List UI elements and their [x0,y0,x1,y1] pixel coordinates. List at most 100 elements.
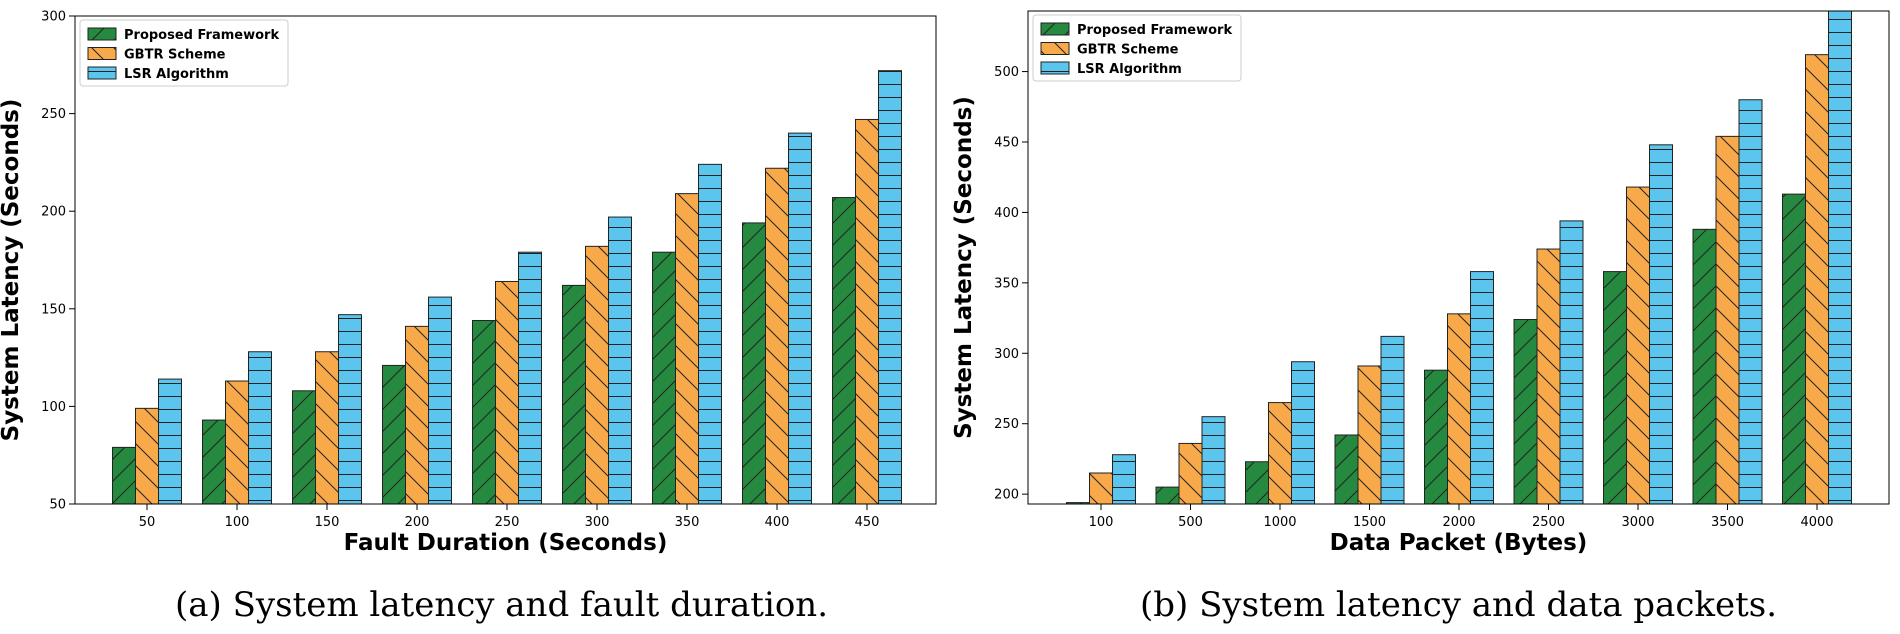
chart-b-x-tick-label-100: 100 [1089,515,1114,530]
chart-a-x-tick-label-200: 200 [405,515,430,530]
chart-a-y-tick-label-300: 300 [41,10,66,25]
chart-b-bar-gbtr-scheme-3000-hatch [1626,186,1650,505]
chart-b-x-tick-label-2500: 2500 [1532,515,1565,530]
chart-b-legend-gbtr-scheme-swatch-hatch [1040,42,1070,55]
chart-a-plot-frame [74,15,937,505]
chart-b-bar-lsr-algorithm-1000-hatch [1291,361,1315,505]
chart-a-x-tick-label-300: 300 [585,515,610,530]
chart-b-bar-lsr-algorithm-3000-hatch [1649,144,1673,505]
chart-b-bar-lsr-algorithm-100-hatch [1112,454,1136,505]
chart-b-x-tick-label-3500: 3500 [1711,515,1744,530]
chart-a-legend-lsr-algorithm-swatch-hatch [87,66,117,80]
chart-b-y-ticks: 200 250 300 350 400 450 500 [994,65,1028,503]
chart-b-bar-lsr-algorithm-3500-hatch [1738,99,1763,505]
chart-a-bar-gbtr-scheme-50-hatch [135,407,159,505]
chart-b-bar-proposed-framework-2000-hatch [1424,369,1448,505]
chart-a-bar-lsr-algorithm-400-hatch [788,132,812,505]
chart-a-bar-proposed-framework-300-hatch [562,284,586,505]
chart-b-plot-frame [1027,10,1890,505]
chart-a-x-ticks: 50 100 150 200 250 300 350 400 450 [139,504,880,530]
figure: 50 100 150 200 250 300 50 100 150 200 250 300 350 40… [0,10,1890,556]
chart-b-y-tick-label-250: 250 [994,417,1019,432]
chart-b-bar-gbtr-scheme-2500-hatch [1536,248,1561,505]
chart-a-bar-lsr-algorithm-250-hatch [518,251,542,505]
caption-b: (b) System latency and data packets. [1140,585,1778,625]
chart-a-bar-gbtr-scheme-250-hatch [495,280,519,505]
chart-a-legend-box [79,19,289,87]
chart-b-bar-gbtr-scheme-4000-hatch [1805,54,1829,505]
chart-a-y-tick-label-50: 50 [49,498,66,513]
chart-a-x-tick-label-450: 450 [855,515,880,530]
chart-a-bar-proposed-framework-100-hatch [202,419,226,505]
chart-b-x-tick-label-3000: 3000 [1621,515,1654,530]
chart-b-legend-gbtr-scheme-label: GBTR Scheme [1077,43,1179,58]
chart-a-bar-lsr-algorithm-150-hatch [338,314,362,505]
chart-a-x-tick-label-250: 250 [495,515,520,530]
chart-a-bar-gbtr-scheme-400-hatch [765,167,789,505]
chart-a-legend-gbtr-scheme-swatch-hatch [87,47,117,60]
chart-b-bar-gbtr-scheme-100-hatch [1089,472,1113,505]
chart-a-legend-gbtr-scheme-label: GBTR Scheme [124,48,226,63]
chart-b-x-tick-label-2000: 2000 [1442,515,1475,530]
chart-a-bar-lsr-algorithm-450-hatch [878,70,902,505]
chart-a-x-axis-title: Fault Duration (Seconds) [344,530,668,556]
chart-b-legend-proposed-framework-swatch-hatch [1040,22,1070,36]
chart-b-bar-gbtr-scheme-3500-hatch [1715,135,1740,505]
chart-a-bar-lsr-algorithm-50-hatch [158,378,182,505]
chart-a-latency-vs-fault-duration: 50 100 150 200 250 300 50 100 150 200 250 300 350 40… [0,10,937,556]
chart-b-x-tick-label-1000: 1000 [1263,515,1296,530]
chart-a-bars [112,70,902,505]
chart-b-y-tick-label-400: 400 [994,206,1019,221]
chart-a-x-tick-label-100: 100 [225,515,250,530]
chart-b-bar-gbtr-scheme-1500-hatch [1357,365,1382,505]
chart-b-legend: Proposed Framework GBTR Scheme LSR Algorit… [1032,14,1242,82]
chart-b-bar-proposed-framework-500-hatch [1155,486,1180,505]
chart-a-y-axis-title: System Latency (Seconds) [0,99,24,442]
chart-b-bar-lsr-algorithm-2000-hatch [1470,271,1494,505]
chart-a-bar-lsr-algorithm-100-hatch [248,351,272,505]
chart-b-bar-proposed-framework-4000-hatch [1782,193,1806,505]
chart-a-bar-lsr-algorithm-200-hatch [428,296,452,505]
chart-a-bar-gbtr-scheme-450-hatch [855,118,879,505]
chart-a-bar-lsr-algorithm-300-hatch [608,216,632,505]
chart-b-bar-proposed-framework-1000-hatch [1245,461,1269,505]
chart-a-x-tick-label-350: 350 [675,515,700,530]
chart-b-bar-lsr-algorithm-500-hatch [1201,416,1226,505]
chart-a-bar-proposed-framework-200-hatch [382,364,406,505]
chart-b-legend-box [1032,14,1242,82]
chart-a-legend-proposed-framework-swatch-hatch [87,27,117,41]
chart-b-y-tick-label-350: 350 [994,276,1019,291]
chart-b-legend-proposed-framework-label: Proposed Framework [1077,23,1232,38]
chart-a-bar-gbtr-scheme-100-hatch [225,380,249,505]
chart-a-y-tick-label-150: 150 [41,302,66,317]
chart-b-y-tick-label-500: 500 [994,65,1019,80]
chart-b-x-tick-label-1500: 1500 [1353,515,1386,530]
chart-b-bar-proposed-framework-2500-hatch [1513,318,1538,505]
chart-b-bar-lsr-algorithm-4000-hatch [1828,10,1852,505]
chart-b-x-ticks: 100 500 1000 1500 2000 2500 3000 3500 4000 [1089,504,1834,530]
chart-b-latency-vs-data-packet: 200 250 300 350 400 450 500 100 500 1000 1500 2000… [951,10,1890,556]
chart-a-legend-proposed-framework-label: Proposed Framework [124,28,279,43]
chart-a-legend: Proposed Framework GBTR Scheme LSR Algorit… [79,19,289,87]
chart-a-bar-gbtr-scheme-150-hatch [315,351,339,505]
chart-a-bar-gbtr-scheme-200-hatch [405,325,429,505]
chart-a-bar-proposed-framework-250-hatch [472,320,496,505]
chart-a-y-tick-label-100: 100 [41,400,66,415]
chart-a-bar-proposed-framework-350-hatch [652,251,676,505]
chart-b-bar-proposed-framework-3500-hatch [1692,228,1717,505]
chart-b-bars [1066,10,1852,505]
chart-b-bar-gbtr-scheme-500-hatch [1178,442,1203,505]
chart-b-x-tick-label-4000: 4000 [1800,515,1833,530]
chart-b-x-tick-label-500: 500 [1178,515,1203,530]
chart-b-y-axis-title: System Latency (Seconds) [951,96,977,439]
chart-b-y-tick-label-450: 450 [994,135,1019,150]
chart-a-bar-proposed-framework-400-hatch [742,222,766,505]
chart-b-legend-lsr-algorithm-label: LSR Algorithm [1077,62,1182,77]
chart-b-bar-proposed-framework-3000-hatch [1603,271,1627,505]
chart-b-bar-proposed-framework-1500-hatch [1334,434,1359,505]
chart-b-bar-gbtr-scheme-2000-hatch [1447,313,1471,505]
chart-b-bar-lsr-algorithm-2500-hatch [1559,220,1584,505]
chart-a-bar-lsr-algorithm-350-hatch [698,163,722,505]
chart-b-legend-lsr-algorithm-swatch-hatch [1040,61,1070,75]
chart-a-y-ticks: 50 100 150 200 250 300 [41,10,75,513]
